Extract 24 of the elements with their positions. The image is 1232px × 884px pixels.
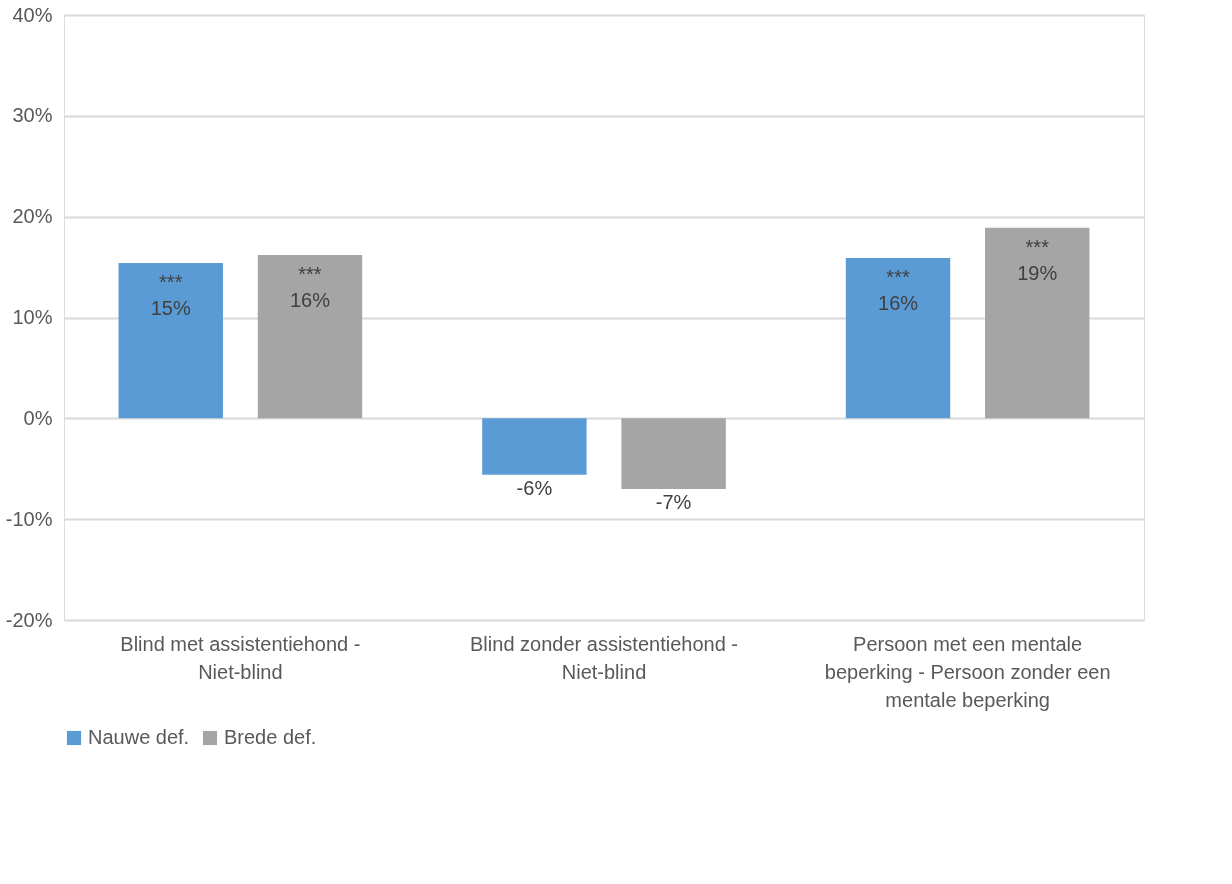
- data-label: *** 15%: [150, 271, 191, 320]
- legend-label: Nauwe def.: [88, 726, 190, 748]
- x-tick-label: Blind met assistentiehond - Niet-blind: [120, 632, 361, 683]
- bar: [845, 258, 951, 419]
- y-tick-label: 0%: [23, 406, 53, 429]
- data-label: -7%: [655, 490, 692, 513]
- bar: [985, 227, 1090, 419]
- legend-label: Brede def.: [224, 726, 317, 748]
- y-tick-label: 10%: [12, 306, 53, 328]
- y-tick-label: -20%: [5, 608, 53, 631]
- bar: [257, 254, 363, 419]
- bar: [482, 418, 587, 475]
- data-label: *** 16%: [289, 262, 331, 311]
- y-tick-label: 40%: [12, 3, 53, 26]
- bar: [621, 418, 726, 489]
- data-label: *** 16%: [878, 266, 919, 315]
- x-tick-label: Persoon met een mentale beperking - Persoon zonder een mentale beperking: [824, 632, 1111, 711]
- y-tick-label: -10%: [5, 507, 53, 530]
- data-label: -6%: [516, 476, 553, 499]
- x-tick-label: Blind zonder assistentiehond - Niet-blind: [470, 632, 738, 683]
- y-tick-label: 30%: [12, 104, 53, 127]
- y-tick-label: 20%: [12, 205, 53, 228]
- data-label: *** 19%: [1017, 235, 1058, 284]
- bar: [118, 263, 223, 419]
